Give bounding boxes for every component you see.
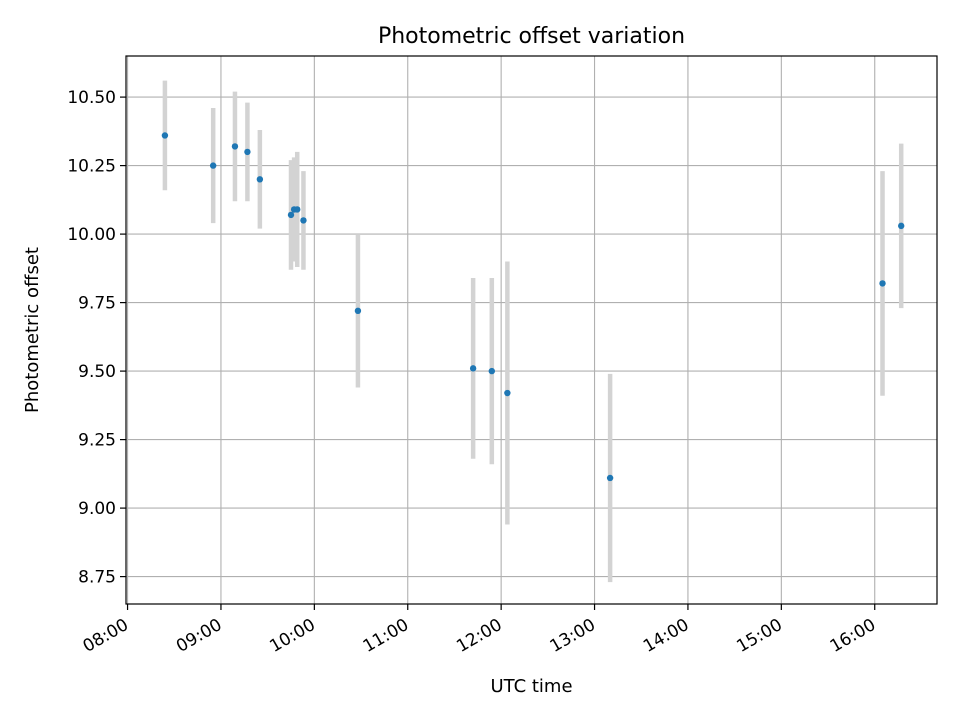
y-tick-label: 10.25 xyxy=(67,157,116,177)
data-point xyxy=(287,211,295,219)
data-point xyxy=(879,280,886,287)
data-point xyxy=(256,176,264,183)
data-point xyxy=(300,217,307,224)
data-point xyxy=(897,222,905,230)
y-tick-label: 9.75 xyxy=(78,294,116,314)
data-point xyxy=(231,143,239,150)
y-tick-label: 9.00 xyxy=(78,499,116,519)
x-axis-label: UTC time xyxy=(490,676,572,697)
data-point xyxy=(209,162,217,169)
data-point xyxy=(294,206,301,213)
data-point xyxy=(354,307,362,315)
y-axis-label: Photometric offset xyxy=(22,247,43,413)
data-point xyxy=(469,365,477,372)
data-point xyxy=(244,148,251,156)
y-tick-label: 8.75 xyxy=(78,568,116,588)
y-tick-label: 9.25 xyxy=(78,431,116,451)
data-point xyxy=(488,367,496,375)
grid xyxy=(126,56,937,604)
data-point xyxy=(161,132,169,139)
y-tick-label: 10.00 xyxy=(67,225,116,245)
y-tick-label: 10.50 xyxy=(67,88,116,108)
data-point xyxy=(504,389,511,397)
data-point xyxy=(606,474,614,482)
y-tick-label: 9.50 xyxy=(78,362,116,382)
plot-frame xyxy=(125,55,938,605)
data-points xyxy=(161,132,905,482)
chart-title: Photometric offset variation xyxy=(378,24,685,49)
y-axis-ticks: 8.75 9.00 9.25 9.50 9.75 10.00 10.25 10.50 xyxy=(67,88,126,588)
